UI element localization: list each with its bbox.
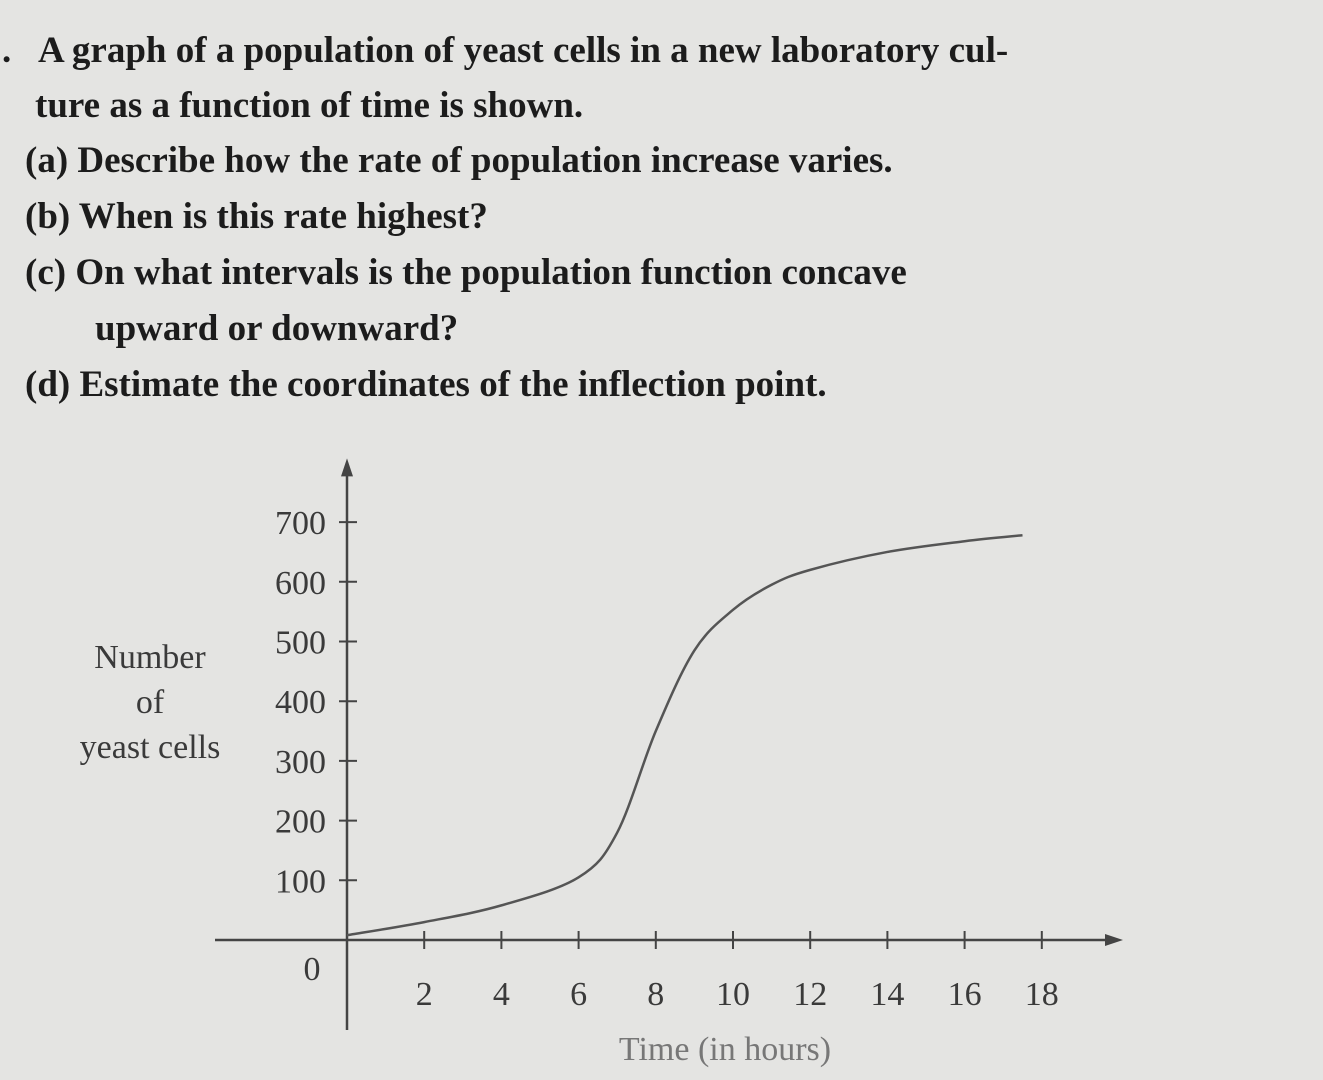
- x-tick-label: 10: [716, 976, 750, 1013]
- x-tick-label: 2: [416, 976, 433, 1013]
- y-tick-label: 500: [275, 625, 326, 662]
- y-tick-label: 300: [275, 744, 326, 781]
- x-axis-label: Time (in hours): [619, 1031, 831, 1068]
- y-axis-label: of: [136, 684, 165, 721]
- x-tick-label: 8: [647, 976, 664, 1013]
- y-tick-label: 100: [275, 863, 326, 900]
- problem-part: (b) When is this rate highest?: [25, 196, 488, 237]
- bullet: .: [2, 30, 11, 71]
- y-tick-label: 400: [275, 684, 326, 721]
- x-tick-label: 16: [948, 976, 982, 1013]
- x-tick-label: 12: [793, 976, 827, 1013]
- y-tick-label: 700: [275, 505, 326, 542]
- x-tick-label: 4: [493, 976, 510, 1013]
- problem-part: upward or downward?: [95, 308, 458, 349]
- y-tick-label: 200: [275, 804, 326, 841]
- y-axis-label: yeast cells: [80, 729, 221, 766]
- population-curve: [346, 533, 1023, 937]
- x-tick-label: 18: [1025, 976, 1059, 1013]
- y-tick-label: 600: [275, 565, 326, 602]
- x-axis-arrow: [1105, 934, 1123, 946]
- problem-part: (a) Describe how the rate of population …: [25, 140, 893, 181]
- y-axis-label: Number: [94, 639, 206, 676]
- y-axis-arrow: [341, 458, 353, 477]
- problem-intro: ture as a function of time is shown.: [35, 85, 583, 126]
- problem-part: (d) Estimate the coordinates of the infl…: [25, 364, 827, 405]
- x-tick-label: 6: [570, 976, 587, 1013]
- problem-intro: A graph of a population of yeast cells i…: [38, 30, 1008, 71]
- problem-part: (c) On what intervals is the population …: [25, 252, 907, 293]
- x-tick-label: 14: [870, 976, 904, 1013]
- x-tick-label: 0: [304, 951, 321, 988]
